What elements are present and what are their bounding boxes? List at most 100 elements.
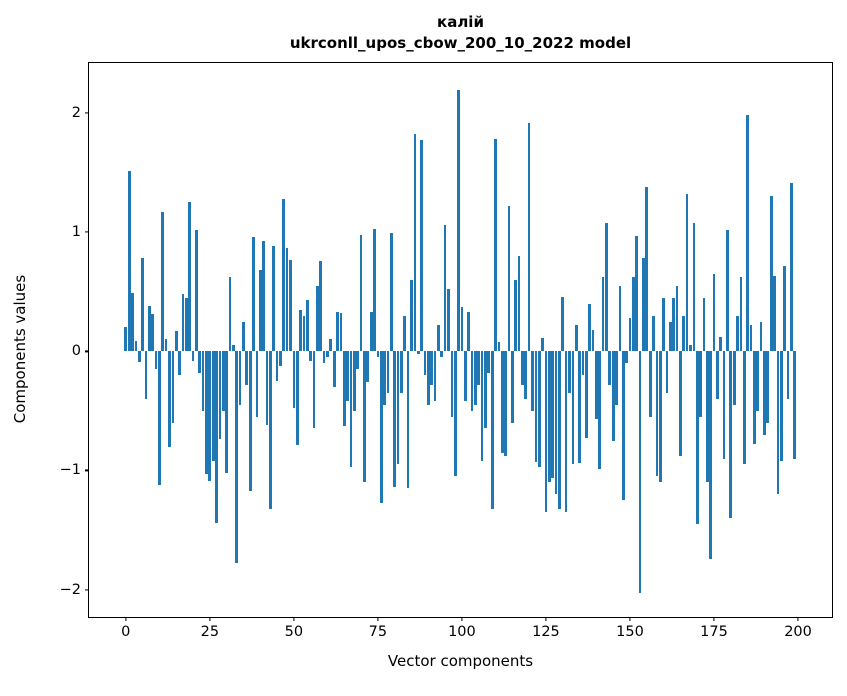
bar (558, 351, 561, 509)
bar (638, 351, 642, 594)
bar (386, 351, 390, 393)
bar (188, 202, 191, 352)
bar (410, 279, 413, 352)
x-tick-label: 25 (200, 624, 220, 640)
bar (753, 351, 756, 445)
bar (174, 331, 178, 352)
bar (158, 351, 161, 485)
bar (480, 351, 484, 461)
bar (420, 140, 423, 352)
y-axis-label: Components values (11, 275, 29, 423)
bar (759, 321, 763, 352)
bar (611, 351, 615, 441)
bar (332, 351, 336, 388)
bar (248, 351, 252, 491)
bar (396, 351, 400, 465)
bar (551, 351, 555, 478)
x-tick-label: 125 (532, 624, 560, 640)
bar (450, 351, 454, 417)
y-tick-label: 2 (71, 105, 81, 122)
bar (124, 327, 128, 352)
bar (675, 285, 679, 352)
x-tick-mark (125, 617, 127, 621)
bar (164, 339, 168, 352)
bar (195, 229, 198, 352)
bar (655, 351, 659, 477)
bar (682, 315, 686, 352)
bar (514, 279, 518, 352)
y-axis-label-text: Components values (11, 274, 29, 424)
bar (749, 325, 753, 352)
bar (702, 297, 706, 352)
bar (591, 329, 595, 352)
bar (147, 306, 151, 352)
bar (205, 351, 208, 475)
x-tick-label: 0 (121, 624, 131, 640)
bar (484, 351, 487, 428)
bar (621, 351, 625, 501)
bar (789, 183, 793, 352)
bar (635, 235, 639, 352)
bar (443, 225, 447, 352)
bar (137, 351, 141, 363)
plot-area: 0 25 50 75 100 125 150 175 200 −2 −1 0 1 2 (60, 62, 833, 640)
bar (531, 351, 534, 411)
bar (756, 351, 760, 411)
bar (463, 351, 467, 402)
bar (413, 134, 417, 352)
bar (584, 351, 588, 439)
bar (712, 273, 716, 352)
bar (383, 351, 386, 405)
bar (547, 351, 551, 483)
bar (225, 351, 228, 473)
x-tick-mark (461, 617, 463, 621)
bar (746, 115, 749, 352)
bar (628, 317, 632, 352)
bar (366, 351, 370, 383)
x-tick-label: 100 (448, 624, 476, 640)
bar (238, 351, 242, 405)
bar (467, 312, 470, 352)
bar (786, 351, 790, 399)
bar (211, 351, 215, 461)
x-tick-mark (209, 617, 211, 621)
bar (716, 351, 719, 399)
bar (665, 351, 669, 393)
bar (272, 246, 276, 352)
bar (605, 222, 608, 352)
bar (319, 260, 323, 352)
bar (625, 351, 628, 364)
bar (268, 351, 272, 509)
bar (400, 351, 403, 393)
y-tick-label: −2 (59, 581, 81, 598)
bar (511, 351, 514, 423)
bar (363, 351, 366, 483)
bar (161, 211, 165, 352)
bar (430, 351, 434, 385)
bar (373, 228, 376, 352)
bar (736, 315, 739, 352)
bar (779, 351, 783, 461)
bar (232, 345, 235, 352)
bar (568, 351, 571, 393)
bar (729, 351, 733, 519)
x-tick-mark (545, 617, 547, 621)
bar (699, 351, 702, 417)
y-tick-mark (85, 231, 89, 233)
y-tick-mark (85, 350, 89, 352)
bar (299, 309, 302, 352)
bar (433, 351, 437, 402)
bar (326, 351, 329, 358)
bar (305, 300, 309, 352)
bar (598, 351, 602, 470)
bar (595, 351, 598, 420)
bar (474, 351, 477, 405)
bar (245, 351, 249, 385)
bar (615, 351, 618, 405)
y-tick-label: −1 (59, 462, 81, 479)
bar (608, 351, 612, 385)
bar (554, 351, 558, 495)
bar (292, 351, 296, 409)
bar (168, 351, 171, 447)
